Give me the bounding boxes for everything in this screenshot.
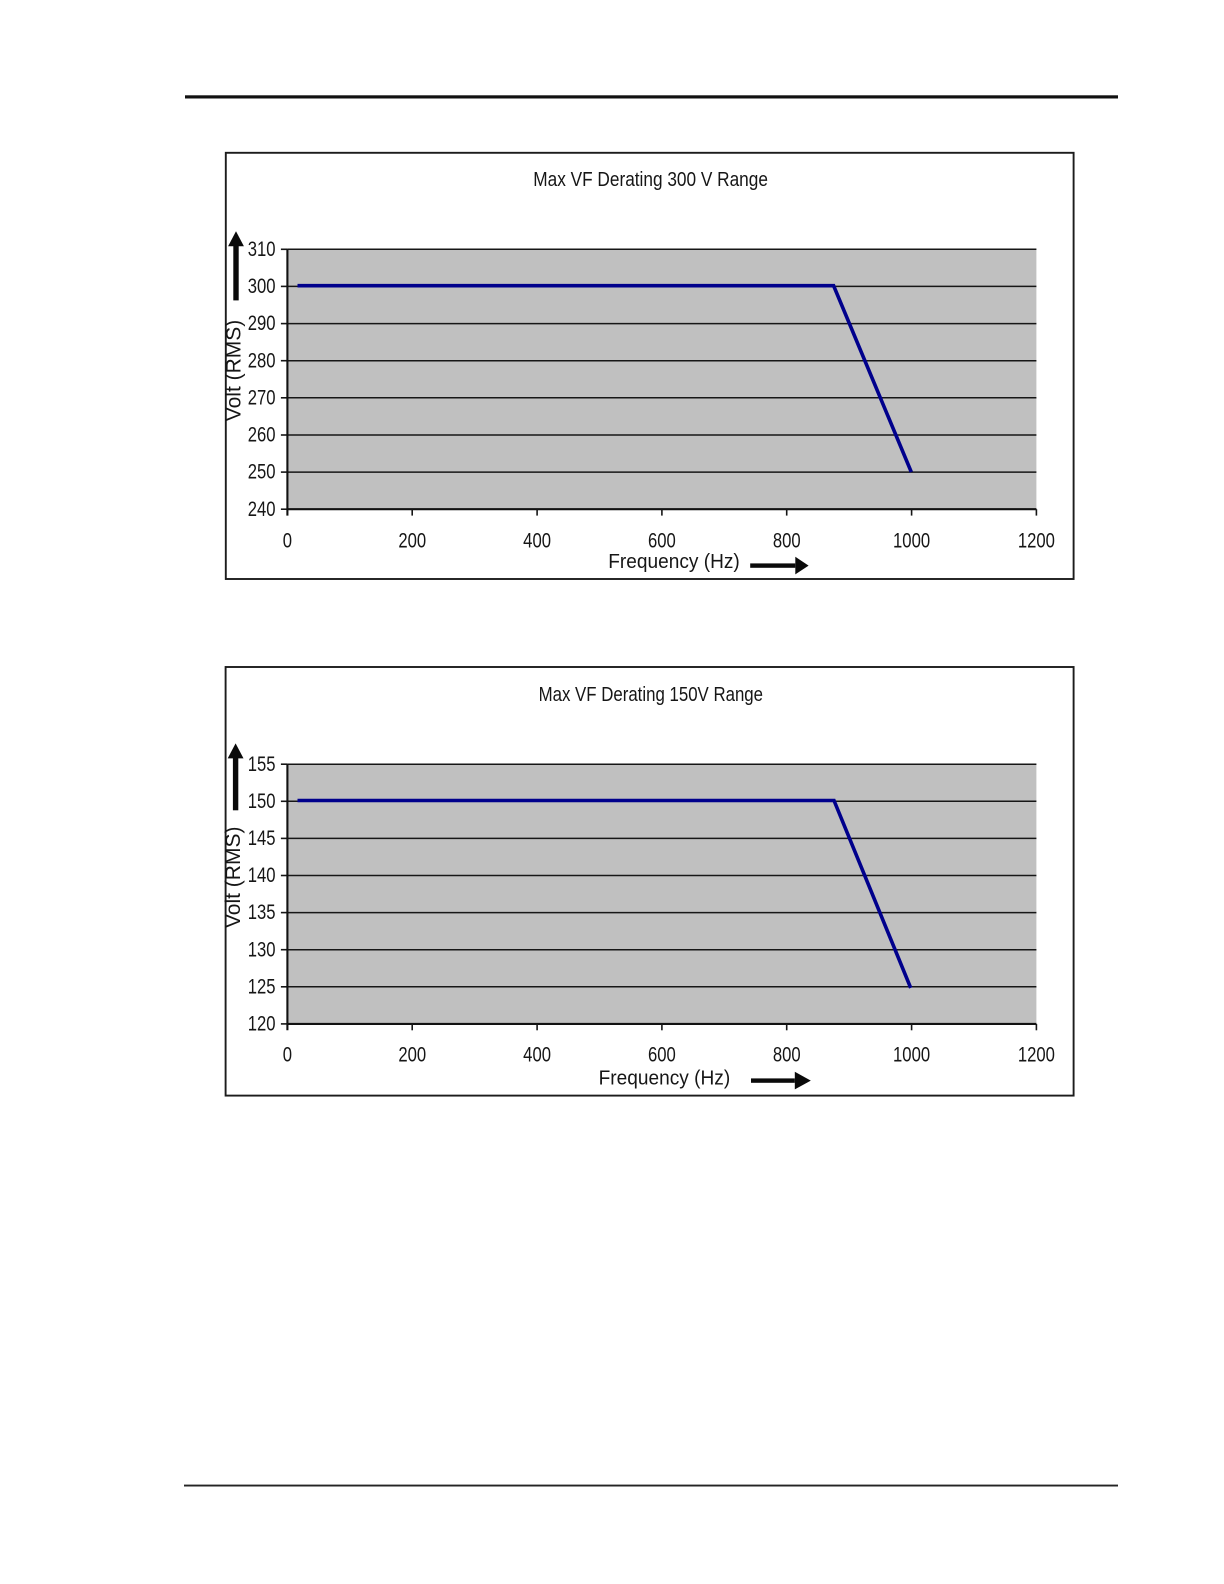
svg-text:145: 145	[248, 827, 276, 850]
svg-text:1200: 1200	[1018, 529, 1055, 552]
svg-text:150: 150	[248, 790, 276, 813]
svg-text:600: 600	[648, 1043, 676, 1066]
svg-text:0: 0	[283, 529, 292, 552]
svg-text:600: 600	[648, 529, 676, 552]
svg-text:310: 310	[248, 238, 276, 261]
svg-text:Volt (RMS): Volt (RMS)	[222, 827, 245, 929]
svg-text:Frequency (Hz): Frequency (Hz)	[608, 551, 740, 574]
svg-text:130: 130	[248, 938, 276, 961]
svg-text:Max VF Derating 300 V Range: Max VF Derating 300 V Range	[533, 168, 768, 190]
svg-text:140: 140	[248, 864, 276, 887]
svg-text:400: 400	[523, 529, 551, 552]
svg-text:0: 0	[283, 1043, 292, 1066]
svg-text:1200: 1200	[1018, 1043, 1055, 1066]
svg-text:1000: 1000	[893, 1043, 930, 1066]
svg-text:400: 400	[523, 1043, 551, 1066]
svg-text:250: 250	[248, 461, 276, 484]
svg-text:280: 280	[248, 349, 276, 372]
svg-text:155: 155	[248, 753, 276, 776]
svg-text:290: 290	[248, 312, 276, 335]
svg-text:120: 120	[248, 1013, 276, 1036]
svg-text:Frequency (Hz): Frequency (Hz)	[599, 1067, 731, 1090]
svg-text:270: 270	[248, 387, 276, 410]
svg-text:200: 200	[398, 1043, 426, 1066]
svg-text:240: 240	[248, 498, 276, 521]
svg-text:Max VF Derating 150V Range: Max VF Derating 150V Range	[539, 682, 763, 705]
svg-text:Volt (RMS): Volt (RMS)	[223, 320, 246, 422]
svg-text:300: 300	[248, 275, 276, 298]
svg-text:200: 200	[398, 529, 426, 552]
svg-text:260: 260	[248, 424, 276, 447]
svg-text:800: 800	[773, 529, 801, 552]
svg-text:125: 125	[248, 976, 276, 999]
svg-text:1000: 1000	[893, 529, 930, 552]
svg-text:135: 135	[248, 901, 276, 924]
svg-text:800: 800	[773, 1043, 801, 1066]
